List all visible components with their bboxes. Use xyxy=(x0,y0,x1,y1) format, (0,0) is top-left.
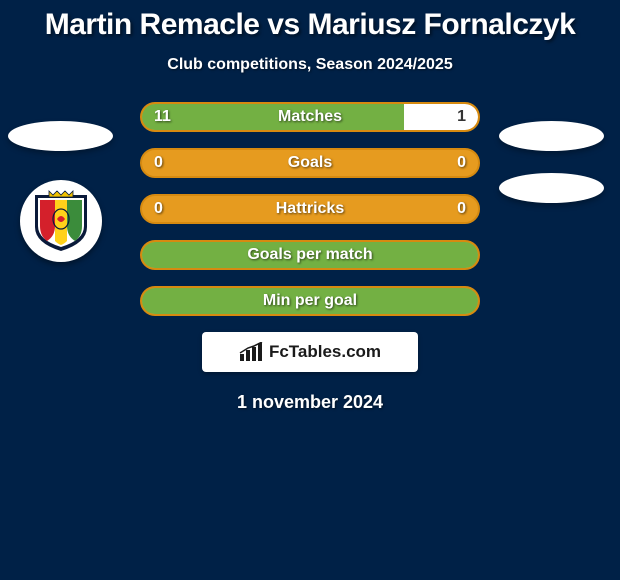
stat-row: Matches111 xyxy=(140,102,480,132)
page-title: Martin Remacle vs Mariusz Fornalczyk xyxy=(0,0,620,42)
club-shield-icon xyxy=(33,189,89,253)
stat-row: Goals0 0 xyxy=(140,148,480,178)
stat-label: Goals xyxy=(140,148,480,178)
player-left-avatar xyxy=(8,121,113,151)
subtitle: Club competitions, Season 2024/2025 xyxy=(0,56,620,74)
stat-value-left: 0 xyxy=(154,194,163,224)
stat-value-right: 0 xyxy=(457,194,466,224)
stat-row: Min per goal xyxy=(140,286,480,316)
fctables-logo: FcTables.com xyxy=(202,332,418,372)
stat-value-left: 0 xyxy=(154,148,163,178)
stat-value-right: 0 xyxy=(457,148,466,178)
date-text: 1 november 2024 xyxy=(0,392,620,413)
player-right-avatar-2 xyxy=(499,173,604,203)
stat-label: Min per goal xyxy=(140,286,480,316)
logo-text: FcTables.com xyxy=(269,342,381,362)
stat-row: Goals per match xyxy=(140,240,480,270)
stat-label: Matches xyxy=(140,102,480,132)
bar-chart-icon xyxy=(239,342,263,362)
stat-value-left: 11 xyxy=(154,102,171,132)
stat-label: Goals per match xyxy=(140,240,480,270)
stat-row: Hattricks0 0 xyxy=(140,194,480,224)
stat-label: Hattricks xyxy=(140,194,480,224)
stat-value-right: 1 xyxy=(457,102,466,132)
club-badge xyxy=(20,180,102,262)
player-right-avatar-1 xyxy=(499,121,604,151)
